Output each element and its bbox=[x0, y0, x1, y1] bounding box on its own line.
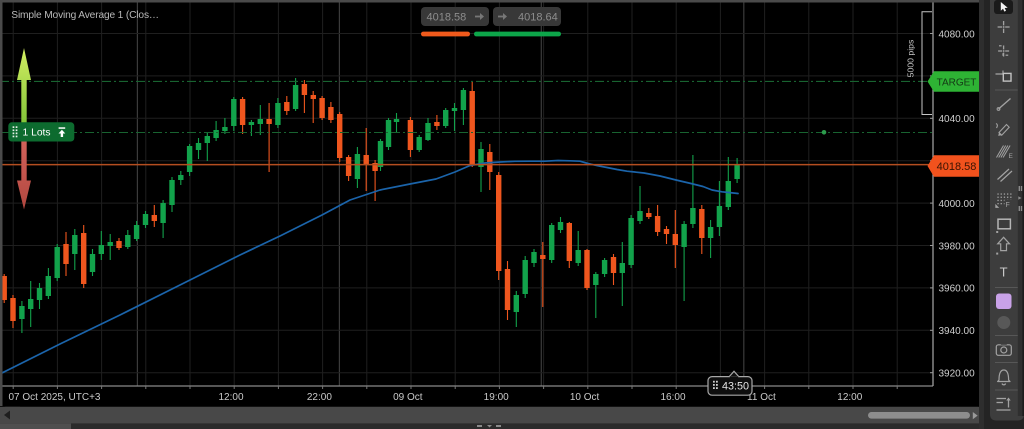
svg-text:E: E bbox=[1009, 153, 1014, 160]
svg-text:4018.64: 4018.64 bbox=[518, 11, 558, 23]
svg-text:16:00: 16:00 bbox=[660, 392, 685, 403]
svg-text:3940.00: 3940.00 bbox=[939, 326, 976, 337]
svg-text:1 Lots: 1 Lots bbox=[23, 128, 51, 139]
svg-text:4080.00: 4080.00 bbox=[939, 29, 976, 40]
svg-text:07 Oct 2025, UTC+3: 07 Oct 2025, UTC+3 bbox=[9, 392, 101, 403]
svg-text:4000.00: 4000.00 bbox=[939, 199, 976, 210]
svg-text:5000 pips: 5000 pips bbox=[906, 39, 916, 77]
svg-text:4018.58: 4018.58 bbox=[937, 161, 977, 173]
svg-text:TARGET: TARGET bbox=[937, 77, 977, 88]
svg-text:19:00: 19:00 bbox=[484, 392, 509, 403]
svg-text:3920.00: 3920.00 bbox=[939, 369, 976, 380]
svg-text:4018.58: 4018.58 bbox=[427, 11, 467, 23]
svg-text:Simple Moving Average 1 (Clos…: Simple Moving Average 1 (Clos… bbox=[11, 10, 159, 21]
svg-text:3980.00: 3980.00 bbox=[939, 241, 976, 252]
svg-text:T: T bbox=[1000, 265, 1008, 280]
svg-text:10 Oct: 10 Oct bbox=[570, 392, 600, 403]
svg-text:3960.00: 3960.00 bbox=[939, 284, 976, 295]
svg-text:F: F bbox=[1006, 202, 1010, 209]
svg-text:12:00: 12:00 bbox=[218, 392, 243, 403]
svg-text:43:50: 43:50 bbox=[722, 381, 749, 393]
svg-text:4040.00: 4040.00 bbox=[939, 114, 976, 125]
svg-text:09 Oct: 09 Oct bbox=[393, 392, 423, 403]
svg-text:11 Oct: 11 Oct bbox=[747, 392, 776, 403]
svg-text:22:00: 22:00 bbox=[307, 392, 332, 403]
svg-text:12:00: 12:00 bbox=[837, 392, 862, 403]
